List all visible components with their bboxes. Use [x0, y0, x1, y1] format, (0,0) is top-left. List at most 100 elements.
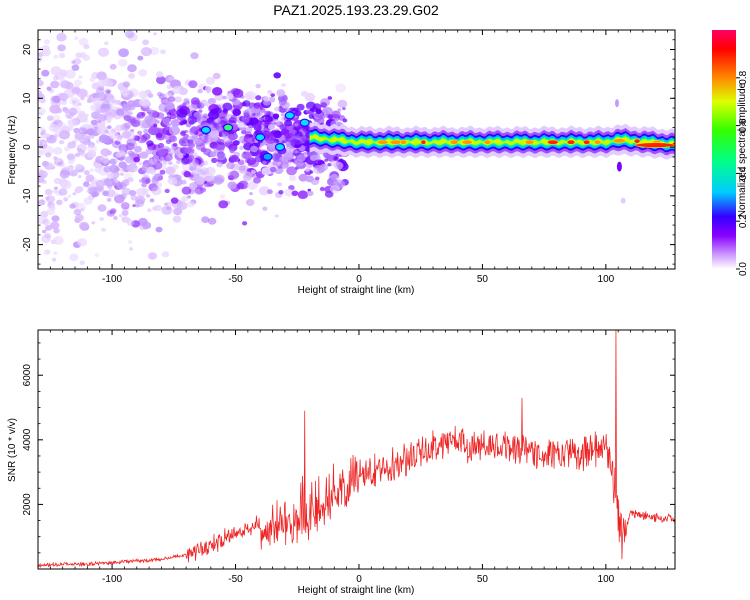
noise-blob — [80, 153, 86, 158]
noise-blob — [154, 119, 160, 124]
noise-blob — [253, 102, 261, 109]
noise-blob — [201, 216, 210, 224]
noise-blob — [174, 118, 179, 123]
spectral-hotspot — [299, 118, 310, 127]
noise-blob — [42, 218, 50, 226]
noise-blob — [162, 118, 172, 126]
noise-blob — [104, 129, 109, 134]
spectral-hotspot — [223, 123, 234, 132]
noise-blob — [615, 99, 619, 108]
noise-blob — [155, 71, 164, 78]
noise-blob — [329, 171, 339, 179]
noise-blob — [255, 83, 261, 89]
noise-blob — [119, 149, 125, 154]
noise-blob — [213, 176, 224, 185]
noise-blob — [104, 41, 109, 46]
noise-blob — [276, 89, 286, 97]
noise-blob — [96, 71, 107, 81]
noise-blob — [149, 198, 155, 203]
noise-blob — [180, 179, 187, 185]
y-tick-label: 2000 — [22, 493, 33, 516]
noise-blob — [181, 196, 188, 202]
noise-blob — [52, 75, 59, 81]
noise-blob — [73, 58, 82, 65]
noise-blob — [188, 154, 195, 160]
spectrogram-marks — [38, 30, 675, 266]
noise-blob — [86, 99, 92, 104]
noise-blob — [180, 131, 186, 136]
noise-blob — [42, 141, 47, 146]
noise-blob — [79, 52, 87, 59]
noise-blob — [185, 100, 190, 105]
noise-blob — [67, 126, 74, 131]
noise-blob — [133, 168, 138, 172]
noise-blob — [71, 60, 76, 64]
noise-blob — [52, 114, 61, 122]
noise-blob — [41, 48, 51, 57]
ridge-core — [420, 139, 427, 145]
noise-blob — [137, 130, 143, 135]
snr-frame — [37, 329, 676, 570]
noise-blob — [304, 167, 311, 172]
x-tick-label: 100 — [598, 574, 615, 585]
noise-blob — [77, 238, 88, 247]
noise-blob — [43, 39, 51, 45]
noise-blob — [616, 161, 622, 172]
colorbar-ticks: 0.0 0.2 0.4 0.6 0.8 — [736, 70, 749, 276]
noise-blob — [118, 161, 127, 169]
noise-blob — [238, 180, 249, 190]
x-tick-label: 100 — [598, 274, 615, 285]
snr-panel: -100 -50 0 50 100 2000 4000 6000 Height of stra… — [7, 329, 676, 596]
noise-blob — [272, 113, 280, 119]
noise-blob — [56, 32, 67, 42]
x-tick-label: 0 — [356, 274, 362, 285]
noise-blob — [94, 106, 100, 111]
colorbar: 0.0 0.2 0.4 0.6 0.8 Normalized spectral ampl… — [712, 30, 749, 276]
noise-blob — [280, 113, 285, 117]
noise-blob — [185, 122, 192, 128]
noise-blob — [58, 130, 70, 140]
noise-blob — [122, 103, 132, 112]
noise-blob — [277, 182, 283, 187]
noise-blob — [85, 189, 90, 193]
noise-blob — [205, 76, 216, 85]
noise-blob — [97, 120, 102, 123]
noise-blob — [91, 193, 97, 198]
colorbar-tick-label: 0.4 — [738, 166, 749, 180]
noise-blob — [91, 221, 96, 225]
noise-blob — [109, 63, 117, 70]
noise-blob — [67, 119, 77, 128]
noise-blob — [279, 156, 288, 164]
snr-series-line — [38, 330, 675, 569]
noise-blob — [166, 112, 172, 116]
noise-blob — [41, 69, 50, 77]
noise-blob — [114, 179, 119, 184]
noise-blob — [128, 111, 133, 115]
colorbar-tick-label: 0.8 — [738, 70, 749, 84]
noise-blob — [209, 151, 217, 158]
noise-blob — [267, 90, 273, 95]
noise-blob — [62, 106, 68, 112]
noise-blob — [44, 232, 52, 239]
colorbar-gradient — [712, 30, 736, 269]
noise-blob — [182, 140, 188, 146]
noise-blob — [227, 133, 235, 140]
noise-blob — [64, 69, 76, 79]
ridge-core — [483, 139, 492, 145]
noise-blob — [226, 161, 235, 170]
noise-blob — [127, 150, 135, 156]
colorbar-tick-label: 0.0 — [738, 262, 749, 276]
noise-blob — [183, 171, 191, 178]
noise-blob — [68, 107, 78, 116]
noise-blob — [75, 186, 83, 193]
noise-blob — [54, 186, 58, 190]
noise-blob — [83, 43, 90, 50]
noise-blob — [97, 204, 107, 212]
noise-blob — [86, 128, 95, 136]
noise-blob — [39, 173, 45, 179]
noise-blob — [272, 130, 283, 139]
noise-blob — [157, 142, 165, 149]
y-tick-label: 4000 — [22, 428, 33, 451]
noise-blob — [108, 131, 119, 140]
